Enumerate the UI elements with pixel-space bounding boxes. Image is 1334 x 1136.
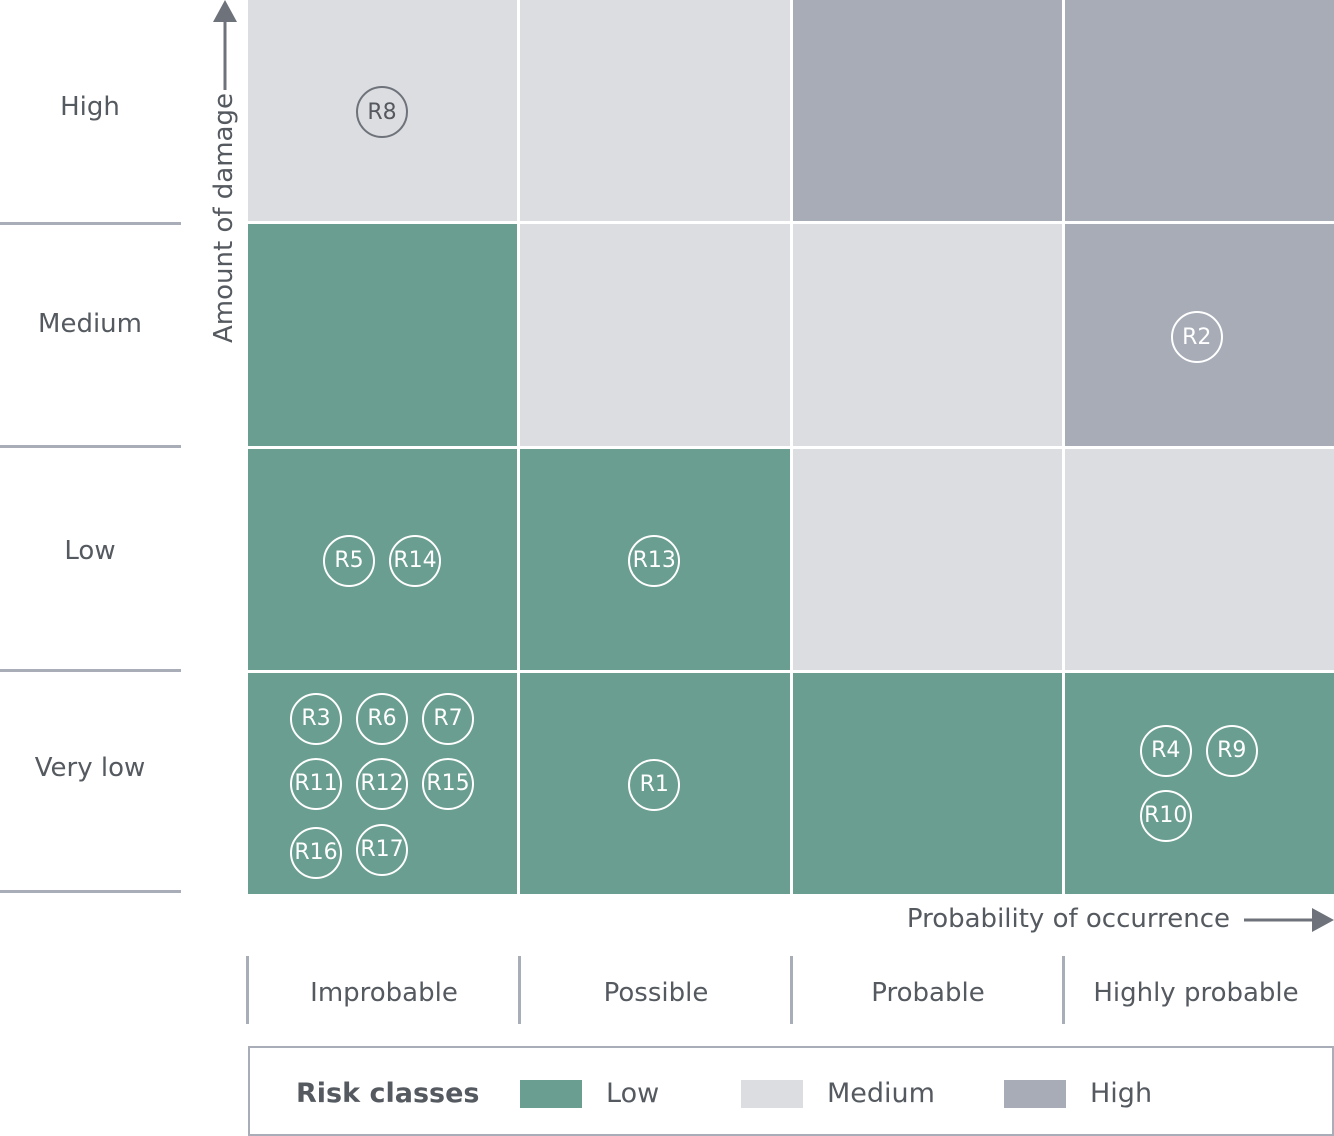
- risk-marker-r16: R16: [290, 826, 342, 879]
- risk-marker-r10: R10: [1139, 789, 1192, 842]
- matrix-cell: [1064, 448, 1334, 670]
- risk-matrix: R8 R2 R5 R14 R13 R3 R6 R7 R11 R12 R15 R1…: [248, 0, 1334, 894]
- x-axis-title: Probability of occurrence: [906, 904, 1230, 934]
- legend-swatch-low: [520, 1080, 582, 1108]
- x-axis-arrow-icon: [1244, 908, 1334, 932]
- risk-marker-r14: R14: [389, 534, 441, 587]
- legend: Risk classes Low Medium High: [248, 1046, 1334, 1136]
- column-divider: [518, 956, 521, 1024]
- column-label-possible: Possible: [603, 978, 709, 1008]
- row-label-medium: Medium: [38, 309, 142, 339]
- risk-marker-r17: R17: [356, 823, 408, 876]
- y-axis-arrow-icon: [213, 0, 237, 90]
- risk-marker-r12: R12: [356, 757, 408, 810]
- risk-marker-r6: R6: [356, 692, 408, 745]
- matrix-cell: [248, 224, 518, 446]
- column-label-probable: Probable: [871, 978, 985, 1008]
- legend-label-medium: Medium: [827, 1078, 935, 1109]
- matrix-cell: R2: [1064, 224, 1334, 446]
- matrix-cell: [792, 672, 1062, 894]
- column-divider: [790, 956, 793, 1024]
- matrix-cell: [792, 0, 1062, 222]
- row-label-very-low: Very low: [34, 753, 146, 783]
- row-divider: [0, 890, 181, 893]
- column-label-highly-probable: Highly probable: [1093, 978, 1299, 1008]
- column-label-improbable: Improbable: [310, 978, 458, 1008]
- legend-label-high: High: [1090, 1078, 1153, 1109]
- legend-label-low: Low: [606, 1078, 660, 1109]
- row-label-low: Low: [64, 536, 116, 566]
- row-divider: [0, 669, 181, 672]
- matrix-cell: R8: [248, 0, 518, 222]
- matrix-cell: [520, 224, 790, 446]
- row-label-high: High: [60, 92, 120, 122]
- column-divider: [1062, 956, 1065, 1024]
- matrix-cell: R13: [520, 448, 790, 670]
- matrix-cell: R4 R9 R10: [1064, 672, 1334, 894]
- risk-marker-r7: R7: [422, 692, 474, 745]
- risk-marker-r4: R4: [1139, 724, 1192, 777]
- risk-marker-r9: R9: [1205, 724, 1258, 777]
- column-divider: [246, 956, 249, 1024]
- matrix-cell: [792, 224, 1062, 446]
- legend-title: Risk classes: [296, 1078, 480, 1109]
- matrix-cell: [520, 0, 790, 222]
- risk-marker-r11: R11: [290, 757, 342, 810]
- matrix-cell: R1: [520, 672, 790, 894]
- risk-marker-r15: R15: [422, 757, 474, 810]
- legend-swatch-high: [1004, 1080, 1066, 1108]
- row-divider: [0, 222, 181, 225]
- legend-swatch-medium: [741, 1080, 803, 1108]
- risk-marker-r2: R2: [1170, 311, 1223, 364]
- row-divider: [0, 445, 181, 448]
- risk-marker-r5: R5: [323, 534, 375, 587]
- y-axis-title: Amount of damage: [209, 93, 239, 343]
- risk-marker-r3: R3: [290, 692, 342, 745]
- matrix-cell: R5 R14: [248, 448, 518, 670]
- matrix-cell: [1064, 0, 1334, 222]
- risk-marker-r1: R1: [628, 758, 681, 811]
- risk-marker-r13: R13: [628, 534, 681, 587]
- risk-marker-r8: R8: [356, 86, 408, 138]
- matrix-cell: [792, 448, 1062, 670]
- matrix-cell: R3 R6 R7 R11 R12 R15 R16 R17: [248, 672, 518, 894]
